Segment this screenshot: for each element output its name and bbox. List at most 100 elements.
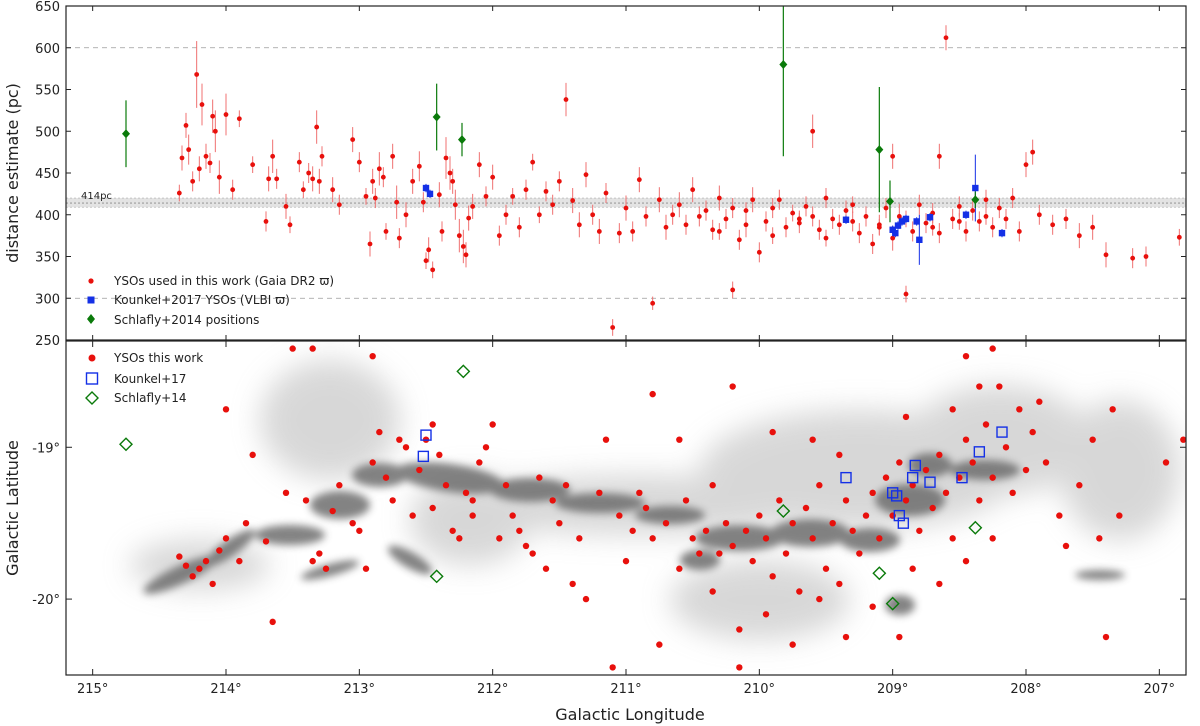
y-tick-label: 650 [35,0,60,15]
yso-sky-point [429,504,436,512]
kounkel-sky-point [973,446,986,458]
yso-sky-point [329,507,336,515]
x-tick-label: 207° [1144,682,1175,697]
yso-sky-point [842,633,850,641]
yso-sky-point [316,550,323,557]
yso-sky-point [216,547,223,554]
yso-point [300,187,306,193]
yso-point [410,178,416,184]
yso-sky-point [522,542,530,550]
yso-point [903,291,909,297]
yso-sky-point [409,512,416,519]
yso-point [466,215,472,221]
yso-sky-point [769,428,776,436]
yso-point [310,176,316,182]
yso-sky-point [309,345,316,352]
yso-sky-point [749,557,756,565]
yso-sky-point [869,489,876,497]
y-tick-label: -20° [32,593,60,608]
yso-sky-point [989,474,996,481]
yso-point [263,219,269,224]
yso-point [856,230,862,236]
yso-point [810,214,816,219]
yso-sky-point [856,550,863,557]
yso-sky-point [469,497,476,504]
yso-point [576,222,582,228]
legend-label-schlafly: Schlafly+2014 positions [114,313,259,327]
yso-sky-point [436,451,443,459]
yso-sky-point [942,489,950,497]
yso-point [199,102,205,107]
yso-point [976,219,982,224]
yso-point [420,199,426,205]
yso-sky-point [989,345,996,352]
yso-sky-point [629,527,636,534]
yso-sky-point [716,550,723,557]
legend-label-ysos-sky: YSOs this work [113,351,203,365]
yso-point [910,229,916,234]
yso-sky-point [836,451,843,459]
yso-point [1036,212,1042,218]
yso-point [790,210,796,216]
yso-point [670,212,676,218]
y-tick-label: 600 [35,42,60,57]
yso-point [783,224,789,230]
yso-point [763,219,769,224]
yso-sky-point [442,482,450,489]
yso-sky-point [709,588,716,595]
yso-sky-point [396,436,403,443]
yso-sky-point [596,489,603,497]
yso-point [319,153,325,159]
kounkel-point [902,215,910,223]
yso-sky-point [209,580,216,588]
yso-sky-point [936,580,943,588]
yso-sky-point [936,451,943,459]
yso-sky-point [182,562,190,569]
yso-sky-point [176,553,183,560]
yso-point [990,224,996,230]
distance-points [122,35,1182,330]
yso-sky-point [902,497,910,504]
yso-point [452,202,458,208]
yso-sky-point [916,527,923,534]
sky-x-axis: 215° 214° 213° 212° 211° 210° 209° 208° 207° [77,341,1175,697]
yso-point [396,235,402,241]
yso-point [543,188,549,194]
yso-sky-point [389,497,396,504]
yso-point [1016,229,1022,234]
yso-point [803,204,809,209]
yso-point [830,216,836,222]
yso-sky-point [1116,512,1123,519]
yso-sky-point [962,436,970,443]
yso-point [883,205,889,211]
yso-point [336,202,342,208]
yso-point [1143,254,1149,259]
yso-point [372,195,378,201]
yso-sky-point [1002,444,1010,451]
yso-point [630,229,636,234]
yso-sky-point [1029,428,1036,436]
yso-sky-point [362,565,370,572]
yso-point [930,224,936,230]
kounkel-sky-point [417,450,430,463]
legend-label-kounkel: Kounkel+2017 YSOs (VLBI ϖ) [114,293,290,307]
reference-lines [66,47,1186,299]
yso-sky-point [569,580,576,588]
yso-sky-point [729,542,736,550]
yso-sky-point [509,512,516,519]
yso-point [330,187,336,193]
yso-point [456,233,462,239]
yso-sky-point [336,482,343,489]
yso-point [603,190,609,196]
yso-sky-point [482,444,490,451]
yso-point [390,153,396,159]
sky-x-axis-title: Galactic Longitude [555,705,704,724]
schlafly-point [432,112,441,122]
yso-sky-point [736,664,743,671]
yso-point [836,222,842,228]
yso-point [1076,233,1082,239]
yso-point [730,205,736,211]
yso-sky-point [309,557,316,565]
yso-point [563,97,569,102]
yso-point [523,187,529,193]
